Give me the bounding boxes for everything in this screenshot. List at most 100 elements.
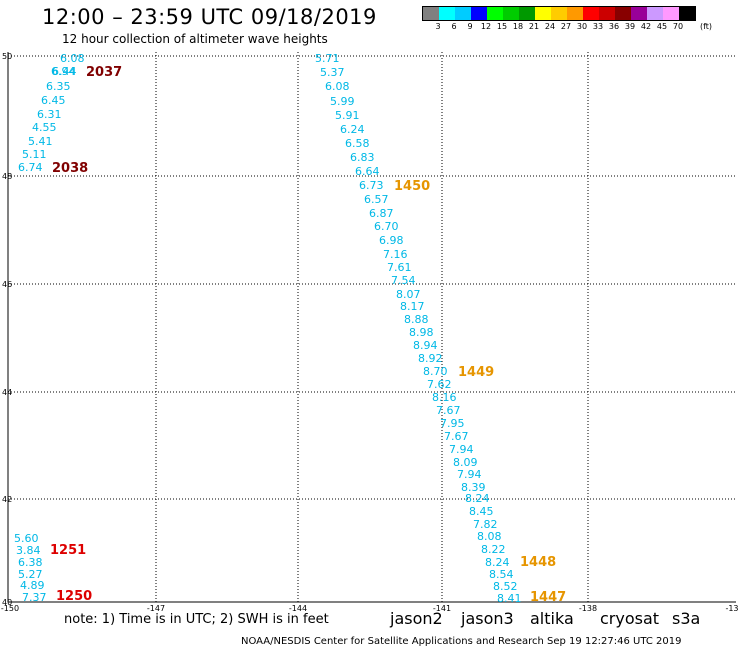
mission-altika: altika	[530, 609, 574, 628]
wave-height-value: 7.67	[444, 430, 469, 443]
legend-label: 45	[656, 22, 668, 31]
legend-swatch	[471, 7, 487, 20]
wave-height-value: 8.98	[409, 326, 434, 339]
wave-height-value: 6.35	[46, 80, 71, 93]
wave-height-value: 6.31	[37, 108, 62, 121]
legend-label: 18	[512, 22, 524, 31]
legend-swatch	[631, 7, 647, 20]
pass-number-label: 1251	[50, 543, 86, 558]
wave-height-value: 6.08	[60, 52, 85, 65]
lat-tick-label: 42	[2, 495, 12, 504]
mission-s3a: s3a	[672, 609, 701, 628]
wave-height-value: 3.84	[16, 544, 41, 557]
legend-swatch	[567, 7, 583, 20]
lon-tick-label: -13	[725, 604, 738, 613]
wave-height-value: 7.94	[457, 468, 482, 481]
wave-height-value: 7.95	[440, 417, 465, 430]
wave-height-value: 7.82	[473, 518, 498, 531]
wave-height-value: 8.45	[469, 505, 494, 518]
legend-label: 42	[640, 22, 652, 31]
lon-tick-label: -138	[579, 604, 597, 613]
wave-height-value: 5.27	[18, 568, 43, 581]
wave-height-value: 8.70	[423, 365, 448, 378]
wave-height-value: 6.08	[325, 80, 350, 93]
wave-height-value: 8.41	[497, 592, 522, 605]
wave-height-value: 6.98	[379, 234, 404, 247]
wave-height-value: 7.54	[391, 274, 416, 287]
wave-height-value: 8.24	[465, 492, 490, 505]
wave-height-value: 5.91	[335, 109, 360, 122]
legend-label: 15	[496, 22, 508, 31]
lat-tick-label: 44	[2, 388, 12, 397]
color-legend-bar	[422, 6, 696, 21]
pass-number-label: 1448	[520, 555, 556, 570]
wave-height-value: 8.17	[400, 300, 425, 313]
wave-height-value: 5.11	[22, 148, 47, 161]
legend-label: 33	[592, 22, 604, 31]
wave-height-value: 8.16	[432, 391, 457, 404]
wave-height-value: 5.60	[14, 532, 39, 545]
legend-label: 24	[544, 22, 556, 31]
legend-swatch	[439, 7, 455, 20]
wave-height-value: 5.99	[330, 95, 355, 108]
lon-tick-label: -141	[433, 604, 451, 613]
pass-number-label: 2037	[86, 65, 122, 80]
legend-swatch	[487, 7, 503, 20]
legend-label: 36	[608, 22, 620, 31]
wave-height-value: 6.73	[359, 179, 384, 192]
map-subtitle: 12 hour collection of altimeter wave hei…	[62, 32, 328, 46]
wave-height-value: 8.07	[396, 288, 421, 301]
units-note: note: 1) Time is in UTC; 2) SWH is in fe…	[64, 612, 329, 627]
wave-height-value: 6.83	[350, 151, 375, 164]
legend-swatch	[503, 7, 519, 20]
wave-height-value: 8.52	[493, 580, 518, 593]
legend-label: 70	[672, 22, 684, 31]
wave-height-value: 6.74	[18, 161, 43, 174]
legend-swatch	[423, 7, 439, 20]
lat-tick-label: 40	[2, 598, 12, 607]
legend-swatch	[583, 7, 599, 20]
wave-height-value: 6.94	[51, 65, 76, 78]
pass-number-label: 1450	[394, 179, 430, 194]
wave-height-value: 7.37	[22, 591, 47, 604]
lon-tick-label: -150	[1, 604, 19, 613]
mission-jason2: jason2	[390, 609, 443, 628]
wave-height-value: 7.16	[383, 248, 408, 261]
wave-height-value: 5.41	[28, 135, 53, 148]
mission-cryosat: cryosat	[600, 609, 660, 628]
legend-swatch	[551, 7, 567, 20]
legend-swatch	[455, 7, 471, 20]
mission-jason3: jason3	[461, 609, 514, 628]
legend-label: 27	[560, 22, 572, 31]
lon-tick-label: -147	[147, 604, 165, 613]
wave-height-value: 8.08	[477, 530, 502, 543]
wave-height-value: 8.22	[481, 543, 506, 556]
wave-height-value: 4.89	[20, 579, 45, 592]
wave-height-value: 4.55	[32, 121, 57, 134]
wave-height-value: 6.64	[355, 165, 380, 178]
legend-swatch	[663, 7, 679, 20]
wave-height-value: 5.37	[320, 66, 345, 79]
lat-tick-label: 48	[2, 172, 12, 181]
legend-label: 9	[467, 22, 473, 31]
wave-height-value: 8.94	[413, 339, 438, 352]
legend-unit: (ft)	[699, 22, 713, 31]
wave-height-value: 8.92	[418, 352, 443, 365]
wave-height-value: 7.94	[449, 443, 474, 456]
lat-tick-label: 46	[2, 280, 12, 289]
wave-height-value: 5.71	[315, 52, 340, 65]
footer-credit: NOAA/NESDIS Center for Satellite Applica…	[241, 636, 682, 647]
wave-height-value: 8.09	[453, 456, 478, 469]
legend-swatch	[535, 7, 551, 20]
legend-swatch	[679, 7, 695, 20]
pass-number-label: 1250	[56, 589, 92, 604]
color-legend-labels: 3 6 9 12 15 18 21 24 27 30 33 36 39 42 45 70 (ft)	[422, 22, 740, 32]
wave-height-value: 6.87	[369, 207, 394, 220]
legend-label: 12	[480, 22, 492, 31]
wave-height-value: 8.54	[489, 568, 514, 581]
wave-height-value: 6.57	[364, 193, 389, 206]
legend-swatch	[599, 7, 615, 20]
legend-label: 21	[528, 22, 540, 31]
